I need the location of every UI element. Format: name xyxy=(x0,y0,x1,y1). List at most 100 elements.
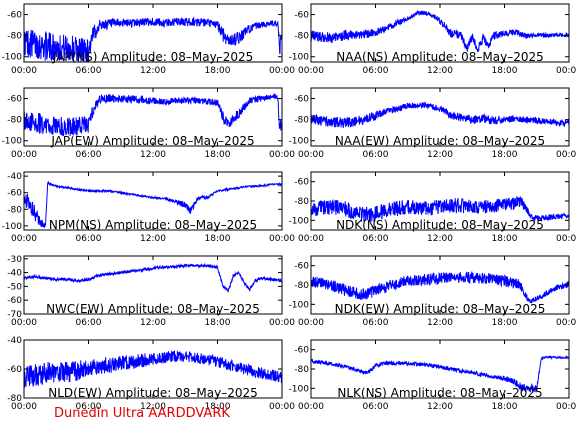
y-tick-label: -100 xyxy=(289,53,310,63)
chart-panel-8: -80 -60 -40 00:00 06:00 12:00 18:00 00:00 NLD(EW… xyxy=(7,336,295,412)
y-tick-label: -100 xyxy=(2,222,23,232)
series-line xyxy=(311,271,569,304)
x-tick-label: 12:00 xyxy=(427,66,453,76)
x-tick-label: 00:00 xyxy=(11,150,37,160)
x-tick-label: 00:00 xyxy=(269,150,295,160)
x-tick-label: 00:00 xyxy=(11,318,37,328)
y-tick-label: -60 xyxy=(7,189,22,199)
x-tick-label: 06:00 xyxy=(76,402,102,412)
x-tick-label: 00:00 xyxy=(298,150,324,160)
chart-panel-2: -100 -80 -60 00:00 06:00 12:00 18:00 00:00 JAP(E… xyxy=(2,87,295,160)
x-tick-label: 18:00 xyxy=(205,318,231,328)
series-line xyxy=(24,262,282,293)
x-tick-label: 12:00 xyxy=(427,150,453,160)
x-tick-label: 18:00 xyxy=(492,234,518,244)
y-tick-label: -60 xyxy=(7,95,22,105)
chart-panel-6: -70 -60 -50 -40 -30 00:00 06:00 12:00 18:00 00:00… xyxy=(7,255,295,328)
series-line xyxy=(24,180,282,229)
x-tick-label: 18:00 xyxy=(205,234,231,244)
chart-panel-9: -100 -80 -60 00:00 06:00 12:00 18:00 00:00 NLK(N… xyxy=(289,339,576,412)
x-tick-label: 18:00 xyxy=(492,318,518,328)
x-tick-label: 18:00 xyxy=(205,66,231,76)
y-tick-label: -70 xyxy=(7,310,22,320)
x-tick-label: 06:00 xyxy=(76,150,102,160)
x-tick-label: 12:00 xyxy=(140,66,166,76)
x-tick-label: 00:00 xyxy=(298,318,324,328)
y-tick-label: -60 xyxy=(294,346,309,356)
y-tick-label: -100 xyxy=(2,53,23,63)
x-tick-label: 18:00 xyxy=(205,402,231,412)
x-tick-label: 06:00 xyxy=(363,234,389,244)
y-tick-label: -80 xyxy=(294,32,309,42)
x-tick-label: 00:00 xyxy=(269,318,295,328)
footer-label: Dunedin Ultra AARDDVARK xyxy=(54,406,230,421)
y-tick-label: -80 xyxy=(7,205,22,215)
x-tick-label: 00:00 xyxy=(556,66,576,76)
x-tick-label: 00:00 xyxy=(556,234,576,244)
y-tick-label: -100 xyxy=(289,300,310,310)
x-tick-label: 00:00 xyxy=(11,234,37,244)
chart-panel-3: -100 -80 -60 00:00 06:00 12:00 18:00 00:00 NAA(E… xyxy=(289,87,576,160)
x-tick-label: 00:00 xyxy=(298,66,324,76)
y-tick-label: -100 xyxy=(289,137,310,147)
x-tick-label: 06:00 xyxy=(363,318,389,328)
x-tick-label: 18:00 xyxy=(492,66,518,76)
y-tick-label: -80 xyxy=(294,197,309,207)
y-tick-label: -40 xyxy=(7,269,22,279)
series-line xyxy=(24,349,282,388)
x-tick-label: 12:00 xyxy=(140,234,166,244)
y-tick-label: -80 xyxy=(7,116,22,126)
y-tick-label: -40 xyxy=(7,172,22,182)
chart-title: JAP(NS) Amplitude: 08–May–2025 xyxy=(52,50,254,64)
x-tick-label: 00:00 xyxy=(556,150,576,160)
x-tick-label: 18:00 xyxy=(205,150,231,160)
x-tick-label: 06:00 xyxy=(76,318,102,328)
x-tick-label: 00:00 xyxy=(11,402,37,412)
x-tick-label: 06:00 xyxy=(76,234,102,244)
chart-panel-4: -100 -80 -60 -40 00:00 06:00 12:00 18:00 00:00 NP… xyxy=(2,171,295,244)
y-tick-label: -80 xyxy=(7,394,22,404)
x-tick-label: 06:00 xyxy=(363,150,389,160)
x-tick-label: 12:00 xyxy=(140,402,166,412)
x-tick-label: 12:00 xyxy=(427,318,453,328)
chart-panel-0: -100 -80 -60 00:00 06:00 12:00 18:00 00:00 JAP(N… xyxy=(2,3,295,76)
x-tick-label: 00:00 xyxy=(556,318,576,328)
y-tick-label: -80 xyxy=(294,365,309,375)
chart-title: NAA(NS) Amplitude: 08–May–2025 xyxy=(336,50,543,64)
y-tick-label: -60 xyxy=(7,365,22,375)
y-tick-label: -60 xyxy=(294,262,309,272)
series-line xyxy=(311,355,569,393)
series-line xyxy=(24,16,282,62)
x-tick-label: 00:00 xyxy=(298,234,324,244)
chart-title: NLK(NS) Amplitude: 08–May–2025 xyxy=(337,386,542,400)
y-tick-label: -60 xyxy=(7,11,22,21)
x-tick-label: 12:00 xyxy=(140,150,166,160)
x-tick-label: 00:00 xyxy=(269,66,295,76)
chart-title: NPM(NS) Amplitude: 08–May–2025 xyxy=(49,218,257,232)
y-tick-label: -30 xyxy=(7,255,22,265)
x-tick-label: 06:00 xyxy=(76,66,102,76)
y-tick-label: -60 xyxy=(294,95,309,105)
y-tick-label: -80 xyxy=(7,32,22,42)
chart-title: NDK(NS) Amplitude: 08–May–2025 xyxy=(336,218,544,232)
x-tick-label: 00:00 xyxy=(269,234,295,244)
x-tick-label: 12:00 xyxy=(427,234,453,244)
x-tick-label: 00:00 xyxy=(11,66,37,76)
chart-title: NWC(EW) Amplitude: 08–May–2025 xyxy=(46,302,260,316)
y-tick-label: -80 xyxy=(294,116,309,126)
y-tick-label: -50 xyxy=(7,282,22,292)
y-tick-label: -60 xyxy=(294,178,309,188)
chart-title: JAP(EW) Amplitude: 08–May–2025 xyxy=(50,134,254,148)
chart-title: NDK(EW) Amplitude: 08–May–2025 xyxy=(335,302,546,316)
x-tick-label: 18:00 xyxy=(492,150,518,160)
chart-panel-1: -100 -80 -60 00:00 06:00 12:00 18:00 00:00 NAA(N… xyxy=(289,3,576,76)
series-line xyxy=(311,101,569,128)
chart-title: NLD(EW) Amplitude: 08–May–2025 xyxy=(48,386,258,400)
x-tick-label: 06:00 xyxy=(363,402,389,412)
y-tick-label: -100 xyxy=(289,384,310,394)
x-tick-label: 06:00 xyxy=(363,66,389,76)
x-tick-label: 12:00 xyxy=(140,318,166,328)
series-line xyxy=(24,93,282,137)
chart-title: NAA(EW) Amplitude: 08–May–2025 xyxy=(335,134,545,148)
